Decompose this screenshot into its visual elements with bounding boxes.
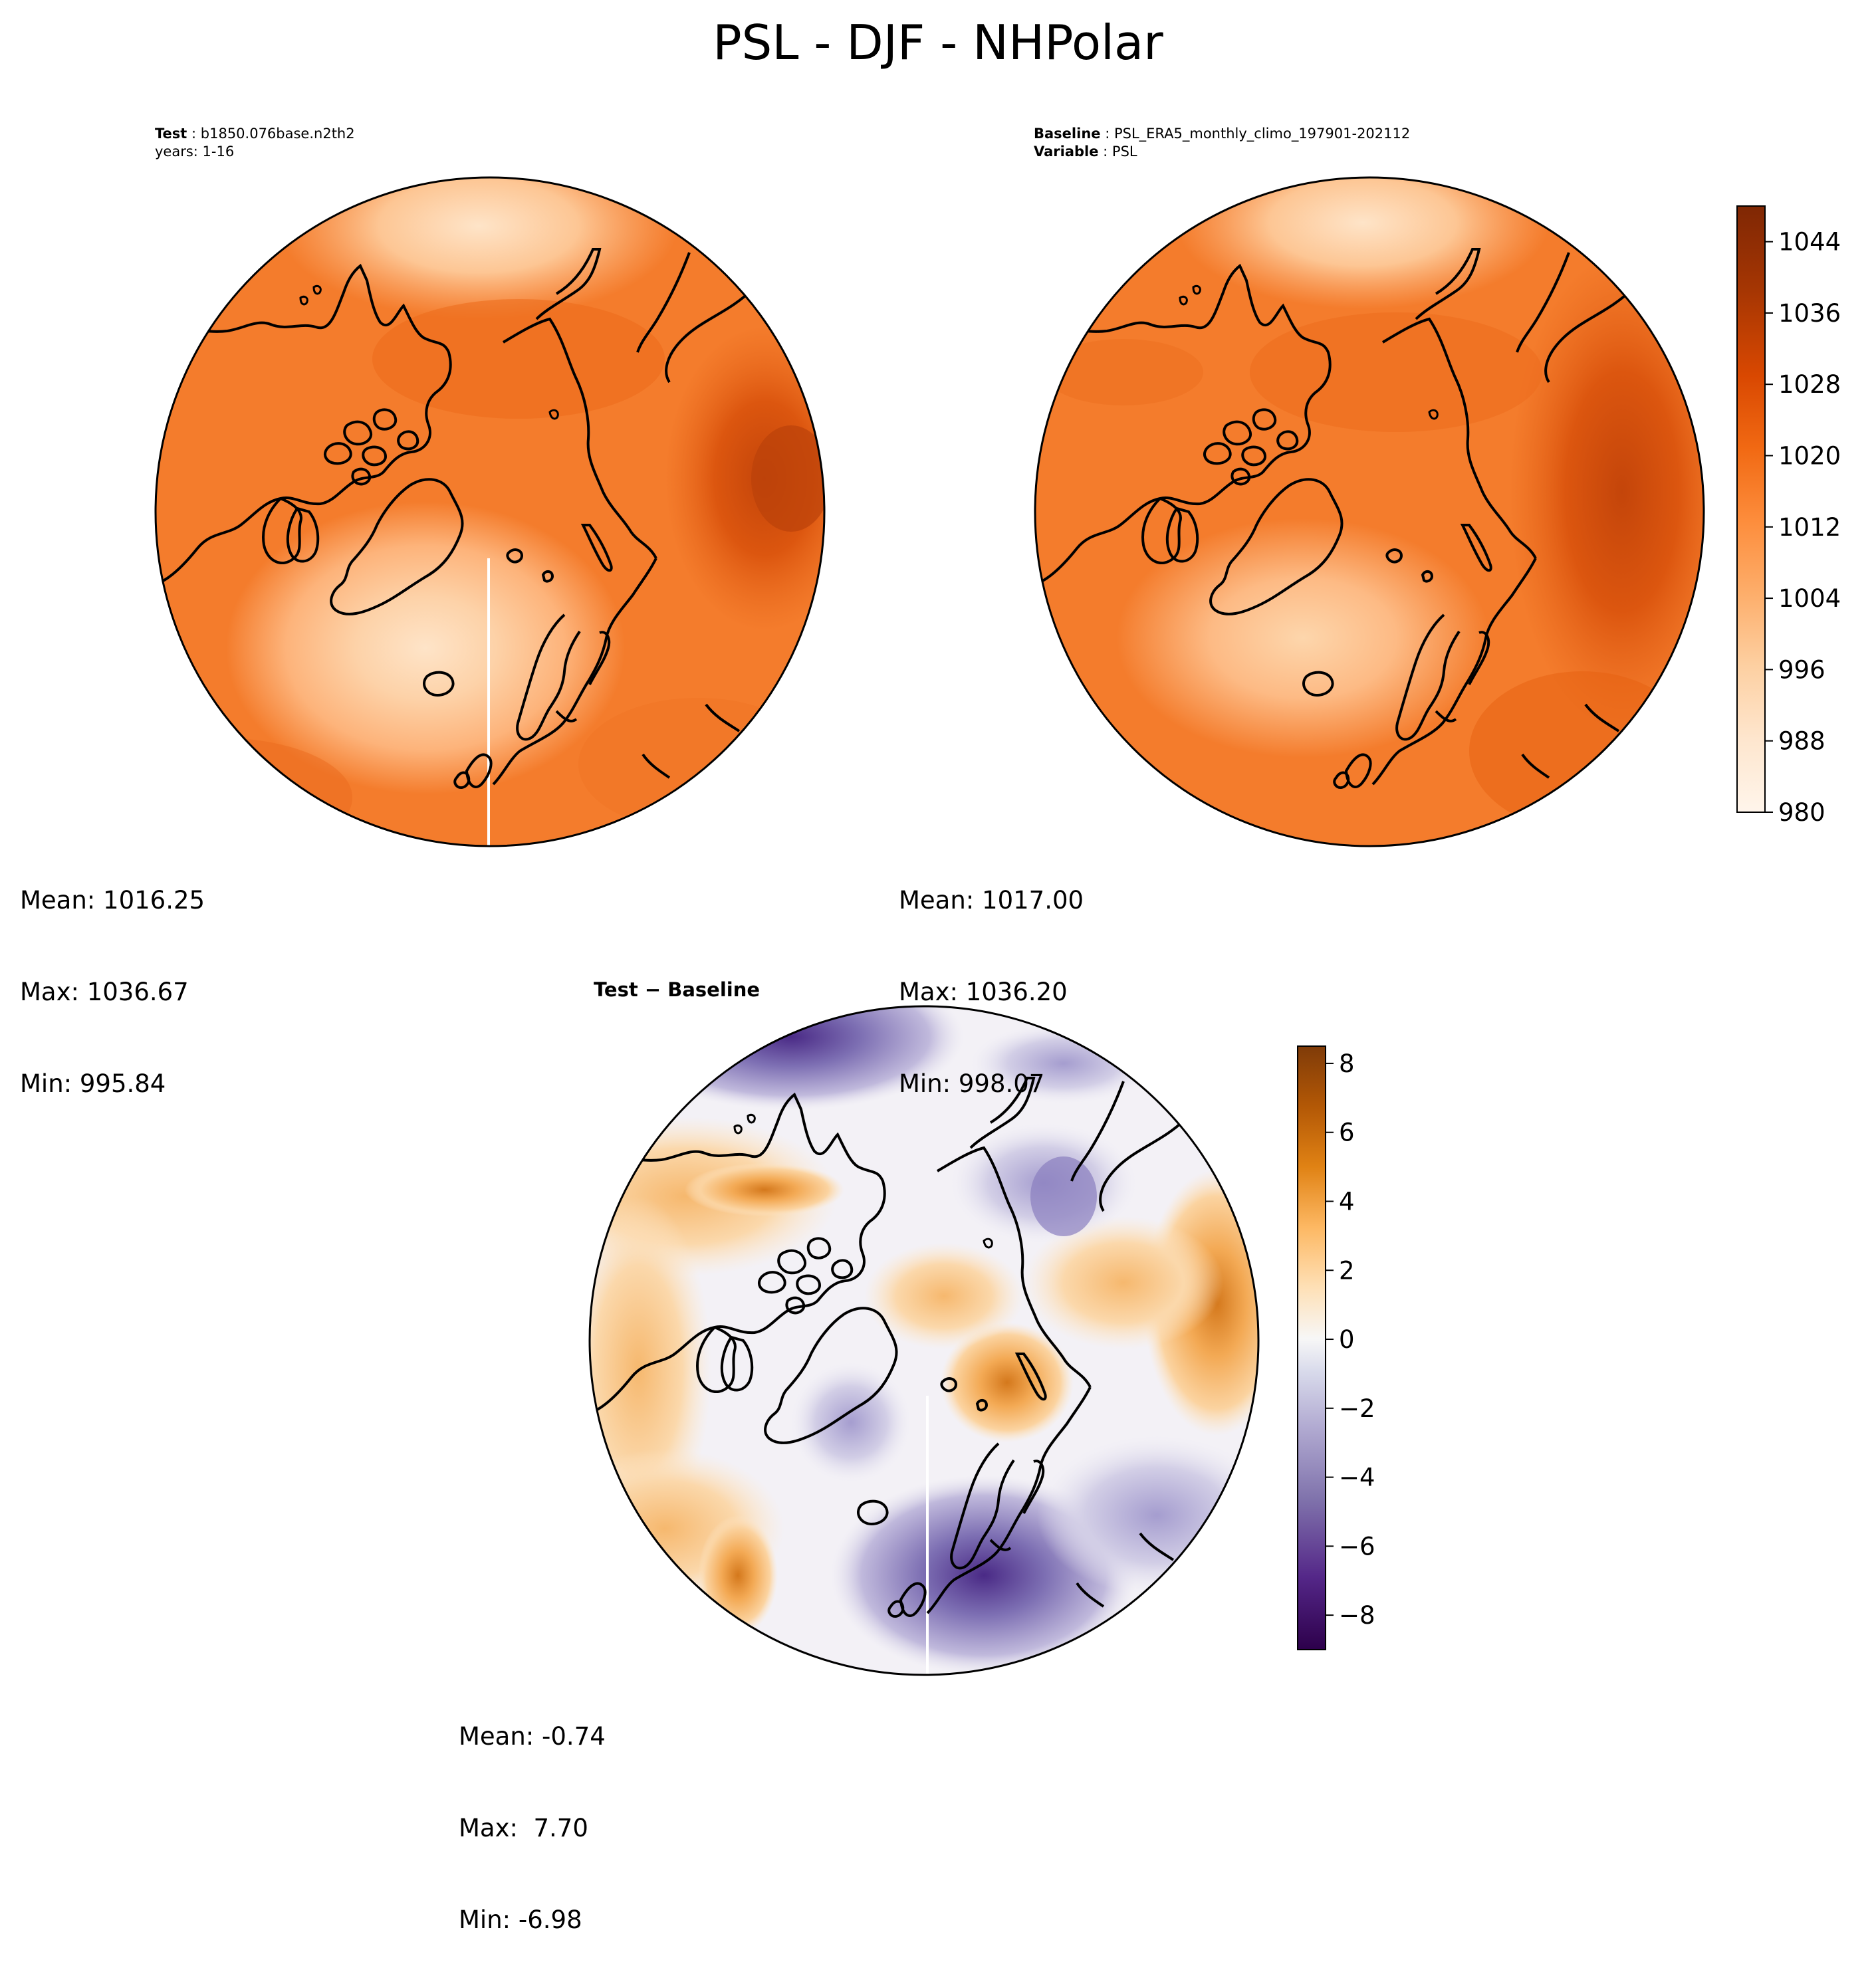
test-case-name: b1850.076base.n2th2 [200, 126, 355, 142]
diff-colorbar: −8 −6 −4 −2 0 2 4 6 8 [1297, 1045, 1375, 1650]
diff-colorbar-tick-label: 2 [1339, 1256, 1355, 1285]
diff-colorbar-tick-label: −6 [1339, 1532, 1375, 1561]
psl-colorbar-tick-label: 980 [1778, 798, 1825, 827]
variable-value: PSL [1112, 144, 1137, 160]
figure-canvas: 980 988 996 1004 1012 1020 1028 1036 1044 −8 −6 −4… [154, 176, 1841, 1676]
baseline-caption: Baseline : PSL_ERA5_monthly_climo_197901… [1034, 126, 1411, 160]
baseline-dataset-name: PSL_ERA5_monthly_climo_197901-202112 [1114, 126, 1411, 142]
psl-colorbar-tick-label: 996 [1778, 655, 1825, 684]
diff-stats: Mean: -0.74 Max: 7.70 Min: -6.98 [459, 1660, 606, 1966]
test-min: Min: 995.84 [20, 1069, 166, 1098]
diff-mean: Mean: -0.74 [459, 1722, 606, 1751]
diff-colorbar-tick-label: −2 [1339, 1394, 1375, 1423]
test-years: years: 1-16 [155, 144, 235, 160]
psl-colorbar-tick-label: 988 [1778, 727, 1825, 756]
baseline-map [1034, 176, 1705, 847]
diff-colorbar-tick-label: 8 [1339, 1049, 1355, 1078]
test-stats: Mean: 1016.25 Max: 1036.67 Min: 995.84 [20, 824, 205, 1130]
test-label: Test [155, 126, 187, 142]
figure-title: PSL - DJF - NHPolar [713, 15, 1163, 70]
psl-colorbar-tick-label: 1044 [1778, 228, 1841, 257]
test-mean: Mean: 1016.25 [20, 886, 205, 915]
baseline-min: Min: 998.07 [899, 1069, 1045, 1098]
psl-colorbar-tick-label: 1036 [1778, 299, 1841, 328]
diff-title: Test − Baseline [594, 978, 761, 1001]
diff-colorbar-tick-label: −8 [1339, 1601, 1375, 1630]
diff-colorbar-tick-label: 0 [1339, 1325, 1355, 1354]
diff-max: Max: 7.70 [459, 1814, 588, 1842]
psl-colorbar-tick-label: 1020 [1778, 442, 1841, 471]
baseline-max: Max: 1036.20 [899, 978, 1068, 1006]
psl-colorbar-tick-label: 1012 [1778, 513, 1841, 542]
diff-colorbar-tick-label: −4 [1339, 1464, 1375, 1492]
psl-colorbar-tick-label: 1028 [1778, 370, 1841, 399]
diff-colorbar-tick-label: 6 [1339, 1119, 1355, 1147]
variable-label: Variable [1034, 144, 1099, 160]
baseline-mean: Mean: 1017.00 [899, 886, 1084, 915]
baseline-stats: Mean: 1017.00 Max: 1036.20 Min: 998.07 [899, 824, 1084, 1130]
diff-min: Min: -6.98 [459, 1906, 582, 1934]
diff-colorbar-tick-label: 4 [1339, 1187, 1355, 1216]
baseline-label: Baseline [1034, 126, 1101, 142]
psl-colorbar-tick-label: 1004 [1778, 584, 1841, 613]
test-max: Max: 1036.67 [20, 978, 189, 1006]
test-caption: Test : b1850.076base.n2th2 years: 1-16 [155, 126, 355, 160]
test-map [154, 176, 826, 847]
psl-colorbar: 980 988 996 1004 1012 1020 1028 1036 1044 [1736, 205, 1841, 827]
